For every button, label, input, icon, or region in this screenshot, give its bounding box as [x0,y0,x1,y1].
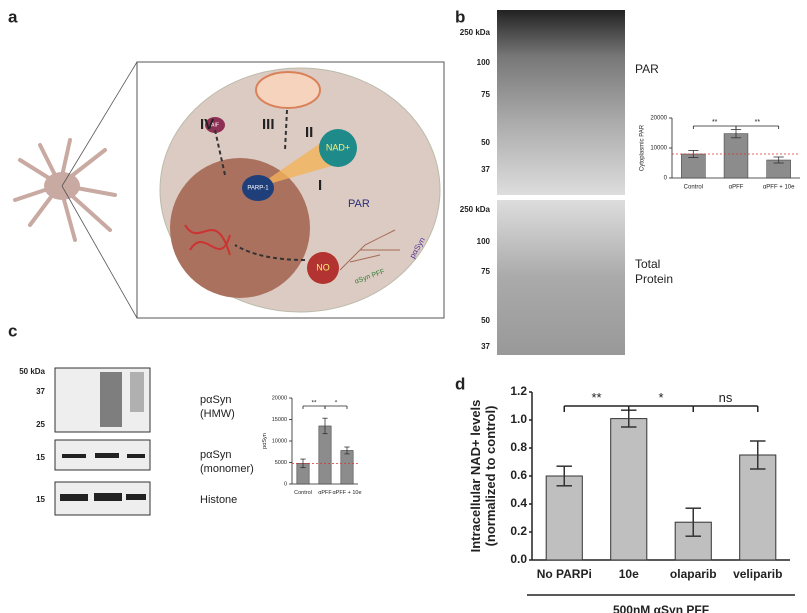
blot-label: Protein [635,272,673,286]
blot-label: (HMW) [200,408,235,420]
zoom-line [61,61,138,187]
y-tick-label: 10000 [272,438,287,444]
marker-label: 100 [477,58,491,67]
blot-label: pαSyn [200,449,231,461]
y-tick-label: 20000 [272,395,287,401]
arrow [214,109,306,261]
x-tick-label: αPFF [318,490,332,496]
significance: ** [591,390,601,405]
no-circle [307,252,339,284]
significance: ** [311,399,317,406]
x-tick-label: No PARPi [537,567,592,581]
blot [497,10,625,195]
bands [60,372,146,501]
x-tick-label: Control [684,185,703,191]
marker-label: 37 [36,387,45,396]
marker-label: 250 kDa [460,205,491,214]
zoom-line [61,185,138,319]
bar [545,475,583,561]
nad-circle [319,129,357,167]
panel-label: b [455,7,465,26]
significance: ** [755,119,761,126]
marker-label: 100 [477,237,491,246]
y-tick-label: 0.4 [510,496,527,510]
y-tick-label: 15000 [272,417,287,423]
diagram-label: I [318,177,322,194]
cone [255,140,335,188]
significance: * [658,390,663,405]
marker-label: 15 [36,453,45,462]
parp-protein [242,175,274,201]
y-tick-label: 0.0 [510,552,527,566]
panel-label: d [455,374,465,393]
y-tick-label: 0 [664,176,668,182]
x-tick-label: αPFF [729,185,744,191]
diagram-label: II [305,124,313,141]
blot-label: Total [635,257,660,271]
bar [318,425,332,485]
significance: ** [712,119,718,126]
aif-protein [205,117,225,133]
blot-label: PAR [635,62,659,76]
fibrils [339,229,400,271]
y-tick-label: 1.2 [510,384,527,398]
marker-label: 37 [481,165,490,174]
blot-label: Histone [200,494,237,506]
diagram-label: PAR [348,198,370,210]
diagram-label: NAD+ [326,142,350,152]
bar [739,454,777,561]
marker-label: 25 [36,420,45,429]
marker-label: 50 [481,138,490,147]
marker-label: 50 [481,316,490,325]
diagram-label: PARP-1 [247,186,269,192]
y-axis-label: Intracellular NAD+ levels [468,400,483,553]
y-tick-label: 0.6 [510,468,527,482]
diagram-label: NO [316,262,330,272]
x-tick-label: 10e [619,567,639,581]
nucleus [170,158,310,298]
y-tick-label: 10000 [650,146,667,152]
y-tick-label: 0.2 [510,524,527,538]
panel-label: c [8,321,17,340]
panel-label: a [8,7,18,26]
marker-label: 250 kDa [460,28,491,37]
mitochondrion [255,71,321,109]
x-tick-label: olaparib [670,567,717,581]
x-tick-label: αPFF + 10e [763,185,795,191]
marker-label: 75 [481,267,490,276]
neuron [13,138,117,242]
blot-label: (monomer) [200,463,254,475]
x-tick-label: Control [294,490,312,496]
y-tick-label: 0.8 [510,440,527,454]
significance: * [335,399,338,406]
y-tick-label: 20000 [650,116,667,122]
blot [497,200,625,355]
y-tick-label: 5000 [275,460,287,466]
y-axis-label: (normalized to control) [483,406,498,547]
significance: ns [719,390,733,405]
diagram-label: IV [200,116,214,133]
diagram-label: AIF [211,122,219,128]
marker-label: 50 kDa [19,367,45,376]
bar [723,133,749,179]
marker-label: 75 [481,90,490,99]
diagram-label: III [262,116,275,133]
marker-label: 15 [36,495,45,504]
bar [610,418,648,561]
x-axis-label: 500nM αSyn PFF [613,603,709,613]
dna [184,224,231,256]
marker-label: 37 [481,342,490,351]
y-tick-label: 0 [284,481,287,487]
y-tick-label: 1.0 [510,412,527,426]
blot-label: pαSyn [200,394,231,406]
y-axis-label: Cytoplasmic PAR [640,124,646,171]
x-tick-label: veliparib [733,567,782,581]
x-tick-label: αPFF + 10e [332,490,361,496]
bar [340,450,354,485]
y-axis-label: pαSyn [262,433,268,449]
